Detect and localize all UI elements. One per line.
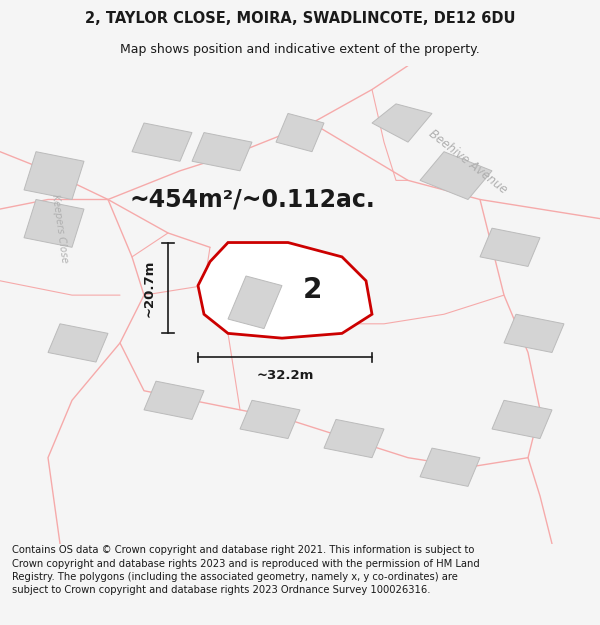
Text: ~32.2m: ~32.2m (256, 369, 314, 382)
Polygon shape (324, 419, 384, 457)
Polygon shape (372, 104, 432, 142)
Text: 2: 2 (302, 276, 322, 304)
Polygon shape (198, 242, 372, 338)
Polygon shape (192, 132, 252, 171)
Polygon shape (480, 228, 540, 266)
Text: ~20.7m: ~20.7m (143, 259, 156, 317)
Text: Contains OS data © Crown copyright and database right 2021. This information is : Contains OS data © Crown copyright and d… (12, 545, 480, 595)
Polygon shape (420, 152, 492, 199)
Polygon shape (276, 114, 324, 152)
Text: ~454m²/~0.112ac.: ~454m²/~0.112ac. (129, 188, 375, 211)
Polygon shape (24, 152, 84, 199)
Text: Keepers Close: Keepers Close (50, 193, 70, 263)
Text: Map shows position and indicative extent of the property.: Map shows position and indicative extent… (120, 42, 480, 56)
Polygon shape (24, 199, 84, 248)
Polygon shape (504, 314, 564, 352)
Polygon shape (420, 448, 480, 486)
Polygon shape (228, 276, 282, 329)
Polygon shape (240, 400, 300, 439)
Polygon shape (492, 400, 552, 439)
Polygon shape (132, 123, 192, 161)
Polygon shape (48, 324, 108, 362)
Text: 2, TAYLOR CLOSE, MOIRA, SWADLINCOTE, DE12 6DU: 2, TAYLOR CLOSE, MOIRA, SWADLINCOTE, DE1… (85, 11, 515, 26)
Polygon shape (144, 381, 204, 419)
Text: Beehive Avenue: Beehive Avenue (426, 127, 510, 196)
